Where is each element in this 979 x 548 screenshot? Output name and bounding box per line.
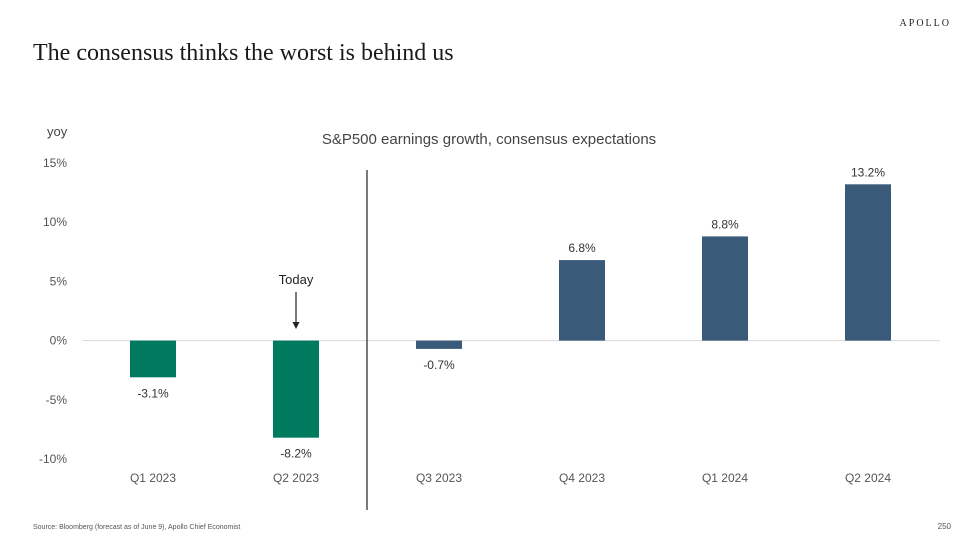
page-title: The consensus thinks the worst is behind… [33,40,454,66]
today-arrow-head [292,322,300,329]
bar-q1-2023 [130,340,176,378]
bar-q2-2023 [273,340,319,438]
data-label: 13.2% [851,165,885,179]
chart-title: S&P500 earnings growth, consensus expect… [322,131,656,148]
bar-q3-2023 [416,340,462,349]
y-tick-label: 0% [50,334,68,348]
y-tick-label: 10% [43,215,67,229]
x-tick-label: Q2 2023 [273,471,319,485]
page-number: 250 [937,522,951,531]
data-label: -3.1% [137,386,169,400]
x-tick-label: Q1 2023 [130,471,176,485]
data-label: -8.2% [280,447,312,461]
today-annotation: Today [279,272,314,287]
bar-q2-2024 [845,184,891,341]
source-note: Source: Bloomberg (forecast as of June 9… [33,524,241,531]
x-tick-label: Q1 2024 [702,471,748,485]
data-label: 6.8% [568,241,596,255]
data-label: -0.7% [423,358,455,372]
data-label: 8.8% [711,217,739,231]
brand-logo: APOLLO [899,18,951,29]
x-tick-label: Q2 2024 [845,471,891,485]
x-tick-label: Q3 2023 [416,471,462,485]
y-tick-label: -5% [46,393,68,407]
y-tick-label: -10% [39,452,67,466]
bar-q4-2023 [559,260,605,341]
y-tick-label: 15% [43,156,67,170]
x-tick-label: Q4 2023 [559,471,605,485]
y-axis-label: yoy [47,124,68,139]
y-tick-label: 5% [50,274,68,288]
bar-q1-2024 [702,236,748,341]
